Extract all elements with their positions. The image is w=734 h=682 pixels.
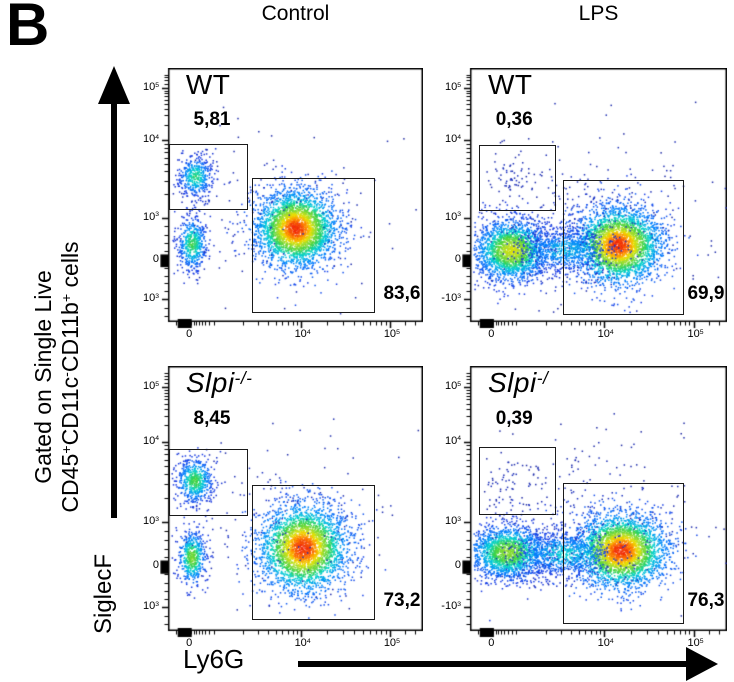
x-axis-tick-label: 105 <box>383 328 400 340</box>
x-axis-tick-label: 105 <box>687 328 704 340</box>
x-axis-tick-label: 0 <box>488 328 495 340</box>
siglecf-gate-percentage: 8,45 <box>193 408 231 430</box>
x-axis-tick-label: 0 <box>186 328 193 340</box>
flow-plot-wt-lps: WT 0,36 69,9 105 104 103 0 -103 0 104 105 <box>441 68 727 340</box>
siglecf-high-gate <box>478 145 556 211</box>
y-axis-arrow-head-icon <box>98 66 130 104</box>
x-axis-arrow-shaft <box>298 661 688 667</box>
y-axis-tick-label: 0 <box>152 559 159 572</box>
x-axis-tick-label: 104 <box>597 637 614 649</box>
genotype-label: Slpi-/ <box>487 367 549 399</box>
y-axis-tick-label: 104 <box>444 434 461 447</box>
y-axis-tick-label: 103 <box>444 210 461 223</box>
y-axis-tick-label: 103 <box>444 515 461 528</box>
x-axis-tick-label: 105 <box>383 637 400 649</box>
y-axis-tick-label: 104 <box>142 133 159 146</box>
x-axis-arrow-head-icon <box>686 647 718 681</box>
flow-plot-slpi-control: Slpi-/- 8,45 73,2 105 104 103 0 103 0 104 105 <box>143 366 423 649</box>
gating-description-line1: Gated on Single Live <box>30 270 56 484</box>
genotype-label: WT <box>487 69 533 101</box>
scatter-density-canvas <box>462 68 727 332</box>
ly6g-gate-percentage: 73,2 <box>383 589 421 611</box>
flow-plot-slpi-lps: Slpi-/ 0,39 76,3 105 104 103 0 -103 0 104 105 <box>441 366 727 649</box>
x-axis-tick-label: 104 <box>597 328 614 340</box>
panel-letter: B <box>6 0 50 58</box>
ly6g-gate-percentage: 83,6 <box>383 282 421 304</box>
y-axis-tick-label: 0 <box>454 252 461 265</box>
genotype-label: Slpi-/- <box>185 367 253 399</box>
siglecf-gate-percentage: 0,36 <box>495 108 533 130</box>
ly6g-gate-percentage: 76,3 <box>687 589 725 611</box>
y-axis-tick-label: 105 <box>444 380 461 393</box>
y-axis-tick-label: 105 <box>444 81 461 94</box>
ly6g-high-gate <box>252 178 376 313</box>
y-axis-tick-label: 103 <box>142 210 159 223</box>
y-axis-marker-label: SiglecF <box>90 553 117 634</box>
scatter-density-canvas <box>462 366 727 641</box>
y-axis-tick-label: 105 <box>142 380 159 393</box>
y-axis-tick-label: 103 <box>142 515 159 528</box>
siglecf-high-gate <box>169 449 248 517</box>
siglecf-high-gate <box>169 144 248 210</box>
x-axis-marker-label: Ly6G <box>183 644 245 674</box>
x-axis-tick-label: 0 <box>488 637 495 649</box>
ly6g-high-gate <box>562 482 685 624</box>
siglecf-gate-percentage: 0,39 <box>495 408 533 430</box>
y-axis-tick-label: -103 <box>441 600 461 613</box>
flow-plot-wt-control: WT 5,81 83,6 105 104 103 0 103 0 104 105 <box>143 68 423 340</box>
ly6g-gate-percentage: 69,9 <box>687 282 725 304</box>
y-axis-tick-label: 104 <box>444 133 461 146</box>
siglecf-gate-percentage: 5,81 <box>193 108 231 130</box>
siglecf-high-gate <box>478 446 556 516</box>
gating-description-line2: CD45+CD11c-CD11b+ cells <box>57 241 83 513</box>
scatter-density-canvas <box>160 366 423 641</box>
gating-description: Gated on Single Live CD45+CD11c-CD11b+ c… <box>30 136 88 618</box>
scatter-density-canvas <box>160 68 423 332</box>
x-axis-tick-label: 104 <box>294 328 311 340</box>
x-axis-tick-label: 104 <box>294 637 311 649</box>
genotype-label: WT <box>185 69 231 101</box>
y-axis-tick-label: -103 <box>441 292 461 305</box>
ly6g-high-gate <box>562 179 685 316</box>
y-axis-tick-label: 0 <box>152 252 159 265</box>
column-header-control: Control <box>261 2 330 25</box>
y-axis-tick-label: 104 <box>142 434 159 447</box>
y-axis-tick-label: 0 <box>454 559 461 572</box>
column-header-lps: LPS <box>578 2 619 25</box>
ly6g-high-gate <box>252 485 376 620</box>
x-axis-tick-label: 105 <box>687 637 704 649</box>
y-axis-arrow-shaft <box>111 100 117 518</box>
y-axis-tick-label: 105 <box>142 81 159 94</box>
x-axis-tick-label: 0 <box>186 637 193 649</box>
y-axis-tick-label: 103 <box>142 292 159 305</box>
y-axis-tick-label: 103 <box>142 600 159 613</box>
